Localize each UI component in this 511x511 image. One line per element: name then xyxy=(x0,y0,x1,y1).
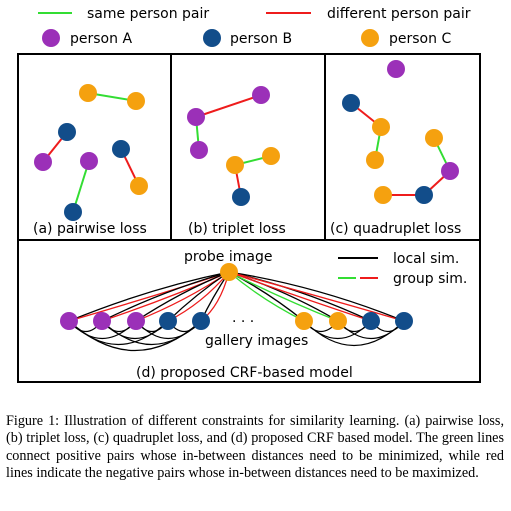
edge xyxy=(195,94,262,118)
different-pair-legend-label: different person pair xyxy=(327,6,471,22)
person-b-node xyxy=(232,188,250,206)
figure-caption: Figure 1: Illustration of different cons… xyxy=(6,413,504,482)
person-b-node xyxy=(415,186,433,204)
panel-quadruplet-label: (c) quadruplet loss xyxy=(330,221,461,237)
group-sim-link xyxy=(228,271,405,322)
person-c-node xyxy=(366,151,384,169)
panel-pairwise-frame xyxy=(17,53,172,241)
person-c-legend-label: person C xyxy=(389,31,451,47)
gallery-person-c-node xyxy=(329,312,347,330)
panel-pairwise: (a) pairwise loss xyxy=(17,53,172,241)
person-c-node xyxy=(127,92,145,110)
panel-crf-frame xyxy=(17,239,481,383)
person-c-node xyxy=(226,156,244,174)
gallery-person-b-node xyxy=(192,312,210,330)
person-a-legend-marker xyxy=(42,29,60,47)
panel-triplet-label: (b) triplet loss xyxy=(188,221,286,237)
panel-quadruplet: (c) quadruplet loss xyxy=(324,53,481,241)
gallery-person-a-node xyxy=(93,312,111,330)
panel-quadruplet-frame xyxy=(324,53,481,241)
person-b-node xyxy=(112,140,130,158)
person-b-legend-label: person B xyxy=(230,31,292,47)
panel-crf: probe image local sim. group sim. xyxy=(17,239,481,383)
group-sim-legend-label: group sim. xyxy=(393,271,467,287)
gallery-ellipsis: · · · xyxy=(232,314,254,330)
panel-pairwise-label: (a) pairwise loss xyxy=(33,221,147,237)
gallery-person-c-node xyxy=(295,312,313,330)
person-a-node xyxy=(187,108,205,126)
group-sim-link xyxy=(228,271,372,322)
local-sim-link xyxy=(101,271,230,322)
gallery-person-b-node xyxy=(159,312,177,330)
person-a-node xyxy=(34,153,52,171)
person-a-node xyxy=(441,162,459,180)
gallery-images-label: gallery images xyxy=(205,333,308,349)
probe-image-label: probe image xyxy=(184,249,272,265)
person-c-node xyxy=(130,177,148,195)
panel-triplet: (b) triplet loss xyxy=(170,53,326,241)
person-a-legend-label: person A xyxy=(70,31,132,47)
person-a-node xyxy=(252,86,270,104)
local-sim-link xyxy=(68,271,230,322)
person-c-node xyxy=(425,129,443,147)
local-sim-legend-label: local sim. xyxy=(393,251,459,267)
person-c-node xyxy=(79,84,97,102)
person-c-legend-marker xyxy=(361,29,379,47)
person-a-node xyxy=(190,141,208,159)
probe-node xyxy=(220,263,238,281)
gallery-person-a-node xyxy=(60,312,78,330)
group-sim-link xyxy=(228,271,339,322)
person-c-node xyxy=(372,118,390,136)
gallery-arcs-right xyxy=(303,320,405,347)
person-c-node xyxy=(262,147,280,165)
person-b-node xyxy=(64,203,82,221)
same-pair-legend-label: same person pair xyxy=(87,6,209,22)
gallery-person-b-node xyxy=(395,312,413,330)
legend: same person pair different person pair p… xyxy=(38,6,471,47)
figure-diagram: same person pair different person pair p… xyxy=(17,6,481,383)
person-b-node xyxy=(58,123,76,141)
crf-legend: local sim. group sim. xyxy=(338,251,467,287)
person-c-node xyxy=(374,186,392,204)
person-a-node xyxy=(387,60,405,78)
local-sim-link xyxy=(135,271,230,322)
panel-crf-label: (d) proposed CRF-based model xyxy=(136,365,353,381)
gallery-person-a-node xyxy=(127,312,145,330)
person-b-node xyxy=(342,94,360,112)
local-sim-link xyxy=(228,271,405,322)
person-b-legend-marker xyxy=(203,29,221,47)
person-a-node xyxy=(80,152,98,170)
gallery-person-b-node xyxy=(362,312,380,330)
